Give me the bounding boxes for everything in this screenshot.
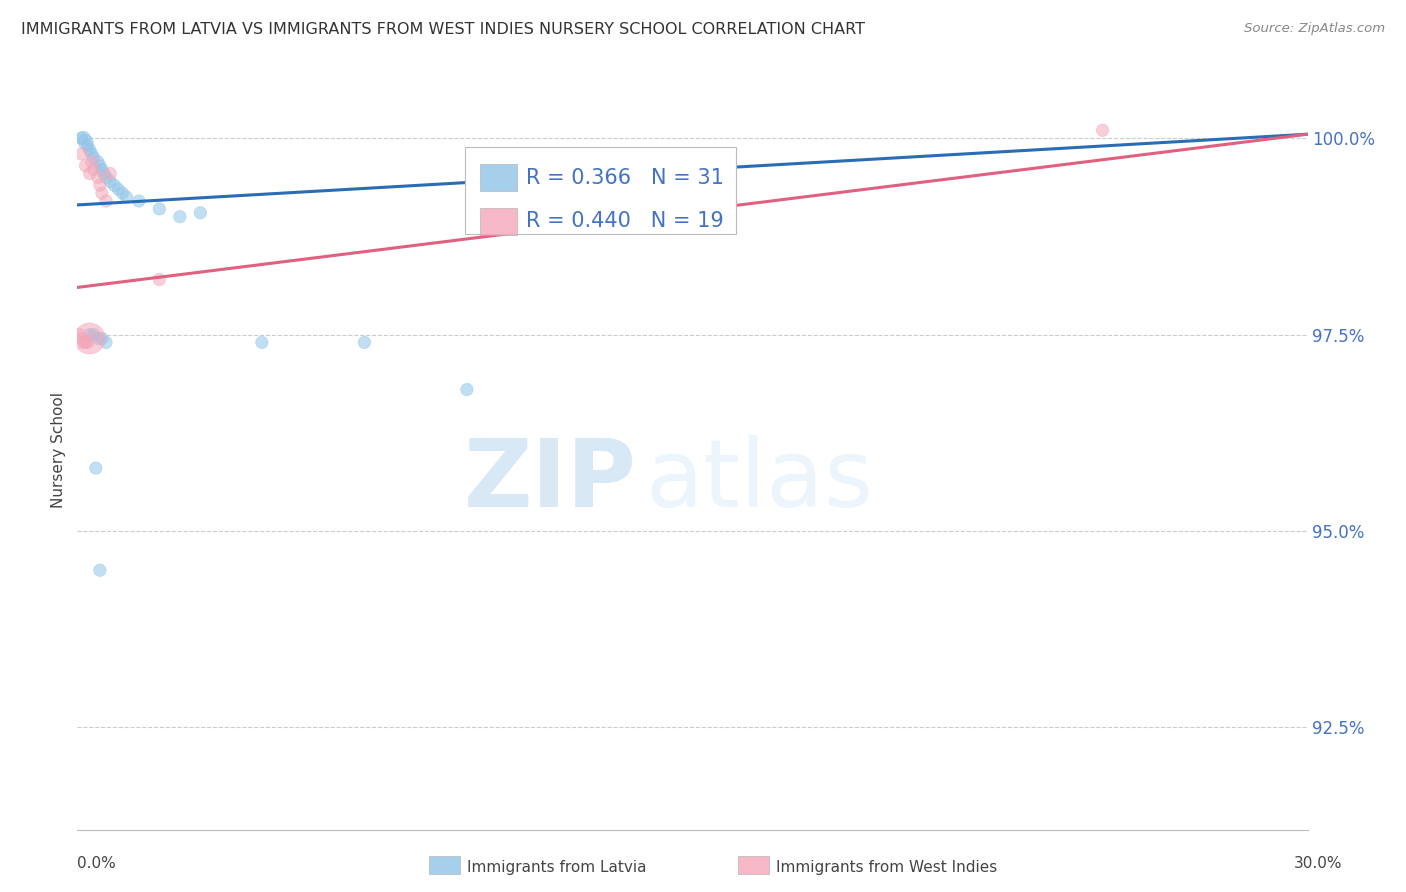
Point bbox=[661, 210, 683, 224]
Point bbox=[89, 159, 111, 173]
Point bbox=[89, 563, 111, 577]
Y-axis label: Nursery School: Nursery School bbox=[51, 392, 66, 508]
Point bbox=[90, 331, 114, 345]
Text: Source: ZipAtlas.com: Source: ZipAtlas.com bbox=[1244, 22, 1385, 36]
FancyBboxPatch shape bbox=[479, 164, 516, 192]
Point bbox=[75, 159, 97, 173]
Point bbox=[94, 335, 117, 350]
Point bbox=[94, 170, 117, 185]
Text: ZIP: ZIP bbox=[464, 434, 637, 527]
Point bbox=[188, 206, 212, 220]
Point bbox=[148, 202, 170, 216]
Point bbox=[128, 194, 150, 208]
Point bbox=[103, 178, 125, 193]
Point bbox=[70, 131, 93, 145]
Point bbox=[83, 151, 105, 165]
Text: Immigrants from West Indies: Immigrants from West Indies bbox=[776, 860, 997, 874]
Point bbox=[80, 146, 103, 161]
Point bbox=[456, 383, 478, 397]
Point bbox=[93, 167, 115, 181]
Point bbox=[90, 186, 114, 201]
Point bbox=[79, 327, 101, 342]
Point bbox=[87, 170, 110, 185]
Point bbox=[94, 194, 117, 208]
Text: 0.0%: 0.0% bbox=[77, 856, 117, 871]
Point bbox=[148, 272, 170, 286]
Point bbox=[83, 162, 105, 177]
Point bbox=[75, 335, 97, 350]
Point bbox=[87, 331, 110, 345]
Text: R = 0.440   N = 19: R = 0.440 N = 19 bbox=[526, 211, 724, 231]
Point bbox=[70, 146, 93, 161]
FancyBboxPatch shape bbox=[479, 208, 516, 235]
Point bbox=[79, 331, 101, 345]
Point bbox=[111, 186, 134, 201]
Text: atlas: atlas bbox=[645, 434, 875, 527]
Point bbox=[353, 335, 375, 350]
Point bbox=[90, 162, 114, 177]
FancyBboxPatch shape bbox=[465, 147, 735, 235]
Text: 30.0%: 30.0% bbox=[1295, 856, 1343, 871]
Text: Immigrants from Latvia: Immigrants from Latvia bbox=[467, 860, 647, 874]
Point bbox=[87, 154, 110, 169]
Point bbox=[79, 167, 101, 181]
Point bbox=[89, 178, 111, 193]
Point bbox=[98, 174, 121, 188]
Point bbox=[76, 335, 98, 350]
Point bbox=[98, 167, 121, 181]
Point bbox=[169, 210, 191, 224]
Text: R = 0.366   N = 31: R = 0.366 N = 31 bbox=[526, 168, 724, 187]
Point bbox=[115, 190, 138, 204]
Point bbox=[72, 131, 94, 145]
Point bbox=[84, 461, 107, 475]
Point bbox=[83, 327, 105, 342]
Point bbox=[107, 182, 129, 196]
Point bbox=[70, 331, 93, 345]
Point bbox=[72, 335, 94, 350]
Text: IMMIGRANTS FROM LATVIA VS IMMIGRANTS FROM WEST INDIES NURSERY SCHOOL CORRELATION: IMMIGRANTS FROM LATVIA VS IMMIGRANTS FRO… bbox=[21, 22, 865, 37]
Point bbox=[75, 135, 97, 149]
Point bbox=[79, 143, 101, 157]
Point bbox=[67, 327, 90, 342]
Point bbox=[76, 139, 98, 153]
Point bbox=[1091, 123, 1114, 137]
Point bbox=[250, 335, 273, 350]
Point bbox=[80, 154, 103, 169]
